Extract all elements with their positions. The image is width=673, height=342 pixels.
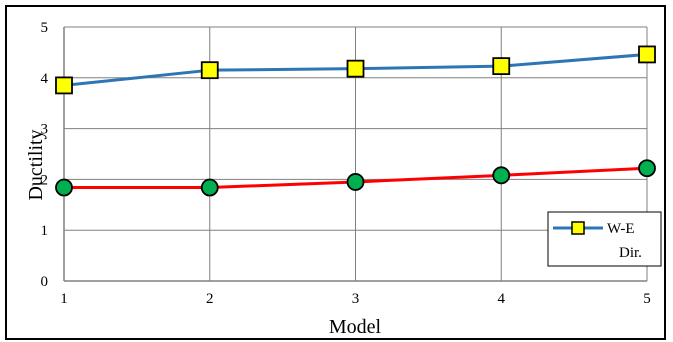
legend-box: [547, 211, 662, 267]
x-tick-label: 4: [498, 291, 506, 307]
square-data-point: [346, 59, 365, 78]
y-tick-label: 5: [41, 20, 49, 36]
square-data-point: [492, 57, 511, 76]
legend-square-marker-icon: [571, 221, 585, 235]
circle-data-point: [200, 178, 219, 197]
square-data-point: [638, 45, 656, 64]
y-tick-label: 0: [41, 274, 49, 290]
y-tick-label: 3: [41, 122, 49, 138]
x-tick-label: 2: [206, 291, 214, 307]
x-tick-label: 3: [352, 291, 360, 307]
square-data-point: [55, 76, 73, 95]
circle-data-point: [346, 173, 365, 191]
x-tick-label: 1: [60, 291, 68, 307]
x-axis-title: Model: [329, 316, 382, 338]
legend-label-line1: W-E: [607, 221, 635, 237]
circle-data-point: [638, 159, 656, 178]
circle-data-point: [492, 166, 511, 185]
legend-label-line2: Dir.: [619, 245, 642, 261]
circle-data-point: [55, 178, 73, 197]
y-tick-label: 2: [41, 172, 49, 188]
y-tick-label: 4: [41, 71, 49, 87]
x-tick-label: 5: [643, 291, 651, 307]
square-data-point: [200, 61, 219, 80]
y-tick-label: 1: [41, 223, 49, 239]
legend: W-E Dir.: [547, 211, 662, 267]
y-axis-title: Ductility: [25, 129, 47, 200]
